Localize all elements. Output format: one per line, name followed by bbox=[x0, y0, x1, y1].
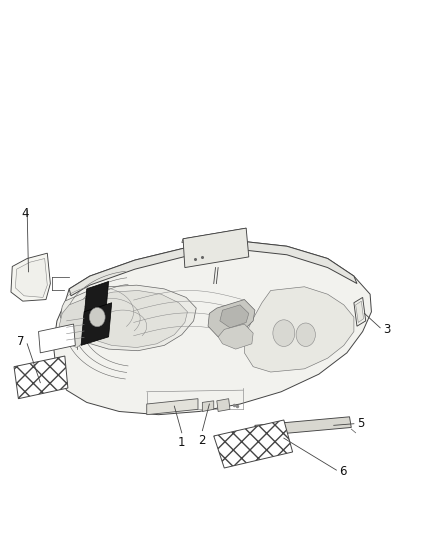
Polygon shape bbox=[81, 303, 112, 345]
Text: 1: 1 bbox=[178, 436, 186, 449]
Polygon shape bbox=[220, 305, 249, 328]
Polygon shape bbox=[183, 228, 249, 268]
Polygon shape bbox=[244, 287, 354, 372]
Circle shape bbox=[296, 323, 315, 346]
Polygon shape bbox=[147, 399, 198, 415]
Polygon shape bbox=[59, 294, 97, 348]
Polygon shape bbox=[354, 297, 366, 326]
Polygon shape bbox=[60, 285, 196, 351]
Polygon shape bbox=[356, 301, 364, 322]
Polygon shape bbox=[69, 241, 357, 296]
Polygon shape bbox=[67, 290, 187, 348]
Text: 2: 2 bbox=[198, 434, 206, 447]
Text: 4: 4 bbox=[21, 207, 29, 220]
Polygon shape bbox=[11, 253, 50, 301]
Polygon shape bbox=[53, 241, 371, 415]
Circle shape bbox=[89, 308, 105, 327]
Polygon shape bbox=[182, 228, 246, 243]
Polygon shape bbox=[214, 420, 293, 468]
Polygon shape bbox=[14, 356, 68, 399]
Text: 6: 6 bbox=[339, 465, 347, 478]
Text: 5: 5 bbox=[357, 417, 364, 430]
Text: 3: 3 bbox=[383, 323, 391, 336]
Polygon shape bbox=[208, 300, 255, 337]
Polygon shape bbox=[217, 399, 230, 411]
Polygon shape bbox=[15, 259, 47, 297]
Polygon shape bbox=[202, 401, 214, 411]
Text: 7: 7 bbox=[17, 335, 24, 348]
Polygon shape bbox=[39, 324, 75, 353]
Polygon shape bbox=[218, 324, 253, 349]
Circle shape bbox=[273, 320, 295, 346]
Polygon shape bbox=[255, 417, 351, 436]
Polygon shape bbox=[84, 281, 109, 317]
